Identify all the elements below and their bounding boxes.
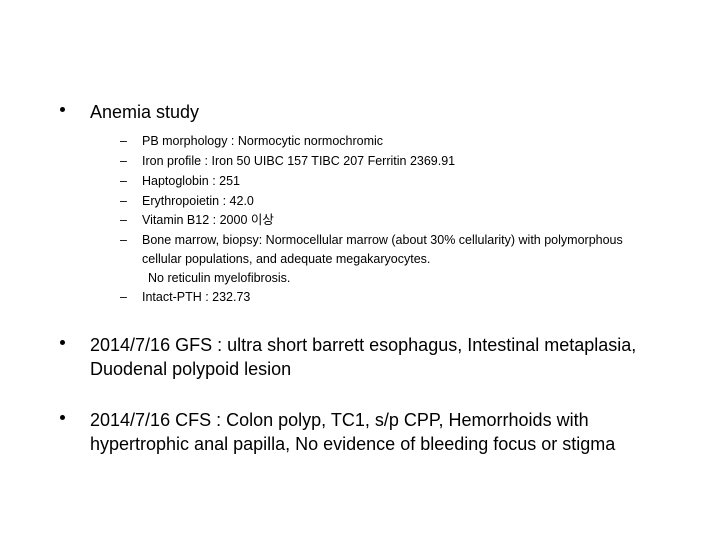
sub-haptoglobin: – Haptoglobin : 251 bbox=[120, 172, 680, 191]
dash-icon: – bbox=[120, 231, 127, 250]
sub-text-cont1: cellular populations, and adequate megak… bbox=[142, 250, 680, 269]
sub-text: Bone marrow, biopsy: Normocellular marro… bbox=[142, 233, 623, 247]
bullet-dot bbox=[60, 107, 65, 112]
sub-text-cont2: No reticulin myelofibrosis. bbox=[142, 269, 680, 288]
sub-text: PB morphology : Normocytic normochromic bbox=[142, 134, 383, 148]
bullet-cfs: 2014/7/16 CFS : Colon polyp, TC1, s/p CP… bbox=[60, 408, 680, 457]
sub-text: Intact-PTH : 232.73 bbox=[142, 290, 250, 304]
gfs-text: 2014/7/16 GFS : ultra short barrett esop… bbox=[90, 333, 680, 382]
sub-text: Iron profile : Iron 50 UIBC 157 TIBC 207… bbox=[142, 154, 455, 168]
dash-icon: – bbox=[120, 132, 127, 151]
sub-pb-morphology: – PB morphology : Normocytic normochromi… bbox=[120, 132, 680, 151]
bullet-gfs: 2014/7/16 GFS : ultra short barrett esop… bbox=[60, 333, 680, 382]
sub-bone-marrow: – Bone marrow, biopsy: Normocellular mar… bbox=[120, 231, 680, 287]
sub-text: Haptoglobin : 251 bbox=[142, 174, 240, 188]
top-level-list: Anemia study – PB morphology : Normocyti… bbox=[60, 100, 680, 456]
sub-text: Vitamin B12 : 2000 이상 bbox=[142, 213, 274, 227]
sub-intact-pth: – Intact-PTH : 232.73 bbox=[120, 288, 680, 307]
slide-body: Anemia study – PB morphology : Normocyti… bbox=[0, 0, 720, 540]
dash-icon: – bbox=[120, 288, 127, 307]
sub-erythropoietin: – Erythropoietin : 42.0 bbox=[120, 192, 680, 211]
anemia-study-title: Anemia study bbox=[90, 100, 680, 124]
dash-icon: – bbox=[120, 192, 127, 211]
cfs-text: 2014/7/16 CFS : Colon polyp, TC1, s/p CP… bbox=[90, 408, 680, 457]
sub-vitamin-b12: – Vitamin B12 : 2000 이상 bbox=[120, 211, 680, 230]
dash-icon: – bbox=[120, 172, 127, 191]
bullet-dot bbox=[60, 340, 65, 345]
bullet-anemia-study: Anemia study – PB morphology : Normocyti… bbox=[60, 100, 680, 307]
sub-iron-profile: – Iron profile : Iron 50 UIBC 157 TIBC 2… bbox=[120, 152, 680, 171]
dash-icon: – bbox=[120, 152, 127, 171]
bullet-dot bbox=[60, 415, 65, 420]
anemia-sub-list: – PB morphology : Normocytic normochromi… bbox=[90, 132, 680, 307]
dash-icon: – bbox=[120, 211, 127, 230]
sub-text: Erythropoietin : 42.0 bbox=[142, 194, 254, 208]
